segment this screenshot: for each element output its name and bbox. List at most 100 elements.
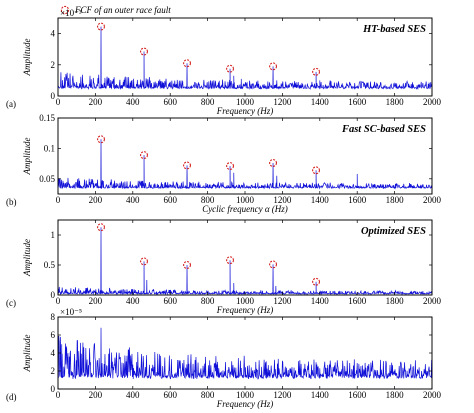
y-tick-label: 0: [51, 384, 56, 394]
y-tick-label: 4: [51, 29, 56, 39]
x-tick-label: 1200: [273, 195, 292, 205]
x-tick-label: 1200: [273, 390, 292, 400]
x-tick-label: 0: [56, 195, 61, 205]
y-tick-label: 2: [51, 366, 56, 376]
x-tick-label: 1400: [311, 390, 330, 400]
fcf-marker: [312, 67, 321, 76]
panel-c: 0 200 400 600 800 1000 1200 1400 1600 1800 2000 0 0.…: [6, 219, 442, 315]
panel-label: (c): [6, 298, 16, 308]
panel-d: 0 200 400 600 800 1000 1200 1400 1600 1800 2000 0 2 4…: [6, 307, 442, 409]
fcf-marker: [226, 64, 234, 73]
panel-label: (a): [6, 99, 16, 109]
panel-label: (d): [6, 392, 17, 402]
fcf-marker: [140, 257, 148, 266]
x-tick-label: 2000: [423, 97, 442, 107]
y-axis-label: Amplitude: [22, 39, 32, 77]
x-tick-label: 200: [89, 390, 103, 400]
x-tick-label: 0: [56, 97, 61, 107]
x-tick-label: 2000: [423, 296, 442, 306]
fcf-marker: [97, 135, 105, 144]
y-scale-note: ×10⁻⁵: [60, 307, 82, 317]
x-tick-label: 1400: [311, 97, 330, 107]
fcf-marker: [183, 261, 191, 269]
fcf-marker: [97, 22, 105, 31]
x-tick-label: 1000: [236, 97, 255, 107]
x-tick-label: 1600: [348, 195, 367, 205]
x-tick-label: 800: [201, 195, 215, 205]
fcf-marker: [312, 166, 321, 175]
fcf-marker: [269, 159, 277, 167]
y-tick-label: 0.5: [44, 260, 56, 270]
y-scale-note: ×10⁻³: [60, 8, 82, 18]
fcf-marker: [140, 47, 148, 56]
x-tick-label: 0: [56, 390, 61, 400]
y-tick-label: 2: [51, 60, 56, 70]
x-axis-label: Frequency (Hz): [216, 106, 273, 116]
x-tick-label: 2000: [423, 195, 442, 205]
x-tick-label: 1800: [386, 97, 405, 107]
fcf-marker: [226, 256, 234, 265]
y-axis-label: Amplitude: [22, 335, 32, 373]
fcf-marker: [226, 162, 234, 170]
signal-trace: [57, 139, 433, 190]
x-tick-label: 1400: [311, 195, 330, 205]
y-tick-label: 1: [51, 230, 56, 240]
plot-frame: [57, 316, 433, 390]
x-axis-label: Frequency (Hz): [216, 399, 273, 409]
fcf-marker: [183, 59, 191, 68]
y-tick-label: 4: [51, 348, 56, 358]
x-tick-label: 800: [201, 296, 215, 306]
panel-b: 0 200 400 600 800 1000 1200 1400 1600 1800 2000 0.0…: [6, 113, 442, 214]
legend-marker-icon: [60, 5, 70, 15]
x-tick-label: 1000: [236, 195, 255, 205]
fcf-marker: [269, 62, 277, 71]
plot-frame: [57, 117, 433, 195]
panel-title: Fast SC-based SES: [341, 124, 426, 135]
x-tick-label: 1800: [386, 195, 405, 205]
x-tick-label: 1000: [236, 390, 255, 400]
x-tick-label: 600: [163, 195, 177, 205]
x-tick-label: 200: [89, 97, 103, 107]
x-axis-label: Cyclic frequency α (Hz): [202, 204, 288, 214]
y-tick-label: 0.1: [44, 143, 55, 153]
y-axis-label: Amplitude: [22, 239, 32, 277]
x-tick-label: 0: [56, 296, 61, 306]
signal-trace: [57, 327, 433, 380]
fcf-marker: [183, 161, 191, 170]
x-tick-label: 1600: [348, 97, 367, 107]
panel-a: 0 200 400 600 800 1000 1200 1400 1600 1800 2000 0 2 4…: [6, 8, 442, 116]
x-tick-label: 1600: [348, 296, 367, 306]
y-tick-label: 0.05: [39, 174, 55, 184]
x-tick-label: 600: [163, 296, 177, 306]
x-tick-label: 400: [126, 296, 140, 306]
legend-label: FCF of an outer race fault: [74, 5, 171, 15]
fcf-marker: [140, 151, 148, 160]
x-tick-label: 1000: [236, 296, 255, 306]
x-tick-label: 200: [89, 296, 103, 306]
x-tick-label: 1200: [273, 296, 292, 306]
x-axis-label: Frequency (Hz): [216, 305, 273, 315]
y-axis-label: Amplitude: [22, 138, 32, 176]
x-tick-label: 1600: [348, 390, 367, 400]
x-tick-label: 2000: [423, 390, 442, 400]
y-tick-label: 8: [51, 312, 56, 322]
x-tick-label: 1800: [386, 296, 405, 306]
x-tick-label: 600: [163, 390, 177, 400]
x-tick-label: 800: [201, 390, 215, 400]
x-tick-label: 400: [126, 97, 140, 107]
y-tick-label: 0.15: [39, 113, 55, 123]
panel-label: (b): [6, 197, 17, 207]
y-tick-label: 0: [51, 290, 56, 300]
x-tick-label: 1400: [311, 296, 330, 306]
x-tick-label: 400: [126, 195, 140, 205]
x-tick-label: 800: [201, 97, 215, 107]
panel-title: HT-based SES: [362, 24, 426, 35]
x-tick-label: 600: [163, 97, 177, 107]
x-tick-label: 400: [126, 390, 140, 400]
legend: FCF of an outer race fault: [60, 5, 171, 15]
fcf-marker: [312, 277, 321, 286]
panel-title: Optimized SES: [361, 226, 426, 237]
fcf-marker: [269, 260, 277, 269]
y-tick-label: 6: [51, 330, 56, 340]
